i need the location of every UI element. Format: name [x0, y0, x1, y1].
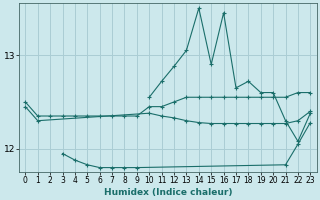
X-axis label: Humidex (Indice chaleur): Humidex (Indice chaleur)	[104, 188, 232, 197]
